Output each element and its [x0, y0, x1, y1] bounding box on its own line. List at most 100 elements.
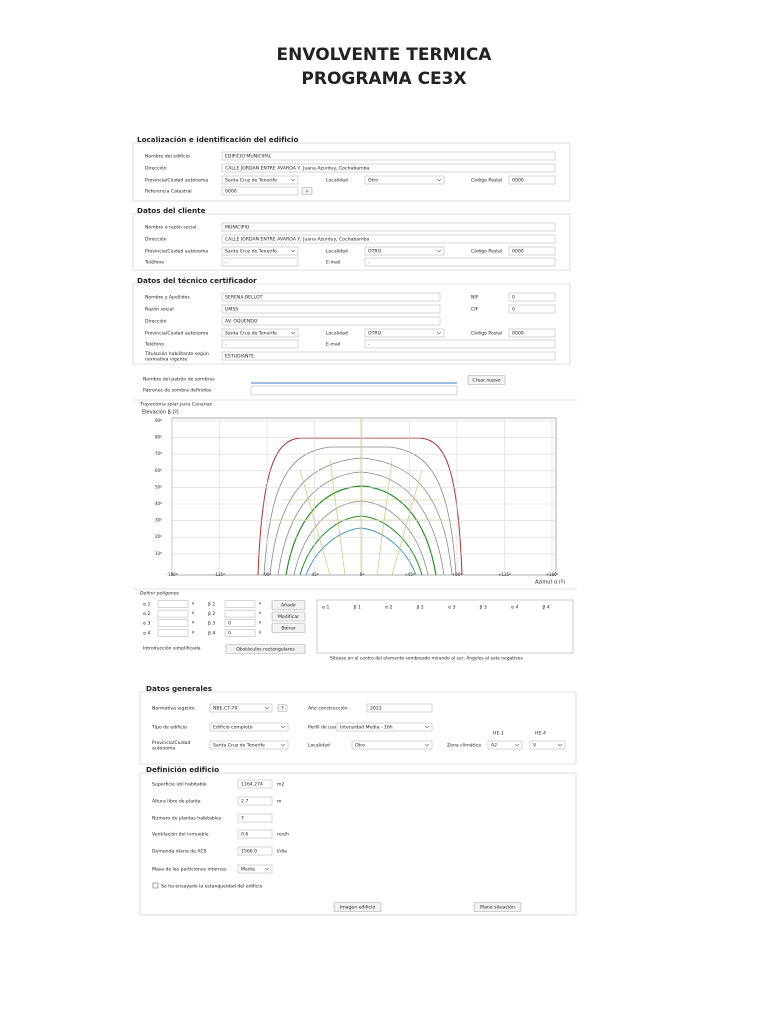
- unit: º: [192, 603, 194, 608]
- input-box[interactable]: [221, 186, 299, 196]
- input-box[interactable]: [157, 619, 189, 628]
- dropdown[interactable]: [221, 328, 299, 338]
- dropdown[interactable]: [250, 385, 458, 396]
- input-box[interactable]: [224, 600, 256, 608]
- field-value: CALLE JORDAN ENTRE AVAROA Y, Juana Azurd…: [225, 166, 369, 172]
- dropdown[interactable]: [336, 722, 433, 732]
- input-box[interactable]: [237, 813, 273, 823]
- field-value: 0: [512, 295, 515, 301]
- input-box[interactable]: [237, 846, 273, 856]
- label: Teléfono: [144, 341, 164, 348]
- dropdown[interactable]: [351, 740, 433, 750]
- input-box[interactable]: [221, 339, 299, 349]
- table-header: α 4: [511, 605, 518, 611]
- unit: º: [192, 622, 194, 627]
- input-box[interactable]: [224, 619, 256, 628]
- column-header: HE-1: [493, 731, 504, 737]
- input-box[interactable]: [237, 779, 273, 789]
- section-frame: [132, 142, 571, 202]
- button[interactable]: [271, 600, 306, 610]
- button[interactable]: [301, 187, 313, 195]
- input-box[interactable]: [221, 234, 556, 244]
- input-box[interactable]: [221, 316, 441, 326]
- field-value: Santa Cruz de Tenerife: [225, 178, 277, 184]
- field-value: 1566.0: [241, 849, 257, 855]
- button[interactable]: [277, 704, 288, 712]
- input-box[interactable]: [221, 351, 556, 361]
- button[interactable]: [225, 644, 306, 654]
- button-label: Crear nuevo: [472, 378, 500, 384]
- button-label: +: [305, 189, 309, 195]
- checkbox[interactable]: [152, 882, 159, 889]
- dropdown[interactable]: [529, 740, 566, 750]
- input-box[interactable]: [157, 628, 189, 637]
- input-box[interactable]: [364, 339, 556, 349]
- input-box[interactable]: [508, 246, 556, 256]
- label: Nombre o razón social: [145, 224, 196, 231]
- button[interactable]: [467, 375, 506, 385]
- x-tick-label: +45º: [404, 572, 414, 577]
- button[interactable]: [473, 902, 522, 912]
- dropdown[interactable]: [209, 722, 289, 732]
- dropdown[interactable]: [364, 175, 445, 185]
- field-value: 7: [241, 816, 244, 822]
- x-tick-label: -90º: [263, 572, 272, 577]
- input-box[interactable]: [366, 703, 433, 713]
- button[interactable]: [271, 623, 306, 633]
- dropdown[interactable]: [221, 246, 299, 256]
- input-box[interactable]: [508, 328, 556, 338]
- input-box[interactable]: [508, 175, 556, 185]
- dropdown[interactable]: [237, 864, 273, 874]
- button-label: Plano situación: [480, 904, 515, 911]
- button[interactable]: [333, 902, 382, 912]
- label: Titulación habilitante según: [144, 350, 209, 357]
- chart-caption: Trayectoria solar para Canarias: [140, 402, 213, 408]
- dropdown[interactable]: [221, 175, 299, 185]
- input-box[interactable]: [221, 163, 556, 173]
- label: Patrones de sombra definidos: [143, 388, 212, 394]
- label: α 1: [143, 602, 150, 608]
- input-box[interactable]: [364, 257, 556, 267]
- input-box[interactable]: [508, 292, 556, 302]
- input-box[interactable]: [157, 609, 189, 618]
- label: Se ha ensayado la estanqueidad del edifi…: [161, 884, 263, 890]
- input-box[interactable]: [237, 829, 273, 839]
- label: α 4: [143, 630, 150, 636]
- input-box[interactable]: [157, 600, 189, 608]
- label: Tipo de edificio: [151, 725, 187, 731]
- field-value: ESTUDIANTE: [225, 354, 254, 360]
- label: Dirección: [145, 236, 167, 243]
- dropdown-arrow: [290, 331, 296, 335]
- label: Ventilación del inmueble: [152, 831, 209, 838]
- field-value: 0: [512, 307, 515, 313]
- label: Año construcción: [308, 705, 348, 712]
- dropdown[interactable]: [364, 246, 445, 256]
- input-box[interactable]: [508, 304, 556, 314]
- input-box[interactable]: [221, 222, 556, 232]
- field-value: CALLE JORDAN ENTRE AVAROA Y, Juana Azurd…: [225, 237, 369, 243]
- dropdown-arrow: [424, 743, 430, 747]
- input-box[interactable]: [237, 796, 273, 806]
- input-box[interactable]: [221, 292, 441, 302]
- dropdown[interactable]: [209, 703, 273, 713]
- dropdown-arrow: [264, 706, 270, 710]
- input-box[interactable]: [221, 257, 299, 267]
- section-frame: [139, 691, 577, 765]
- section-frame: [132, 213, 571, 271]
- x-tick-label: +180º: [546, 572, 559, 577]
- label: Dirección: [145, 165, 167, 172]
- section-frame: [139, 772, 577, 916]
- dropdown[interactable]: [487, 740, 523, 750]
- dropdown[interactable]: [364, 328, 445, 338]
- label: Razón social: [145, 306, 174, 313]
- input-box[interactable]: [221, 151, 556, 161]
- field-value: 1164.274: [241, 782, 263, 788]
- label: Localidad: [326, 331, 348, 337]
- sun-paths: [257, 418, 463, 576]
- input-box[interactable]: [224, 628, 256, 637]
- button[interactable]: [271, 611, 306, 622]
- input-box[interactable]: [221, 304, 441, 314]
- input-box[interactable]: [224, 609, 256, 618]
- dropdown[interactable]: [209, 740, 289, 750]
- label: Código Postal: [471, 248, 502, 255]
